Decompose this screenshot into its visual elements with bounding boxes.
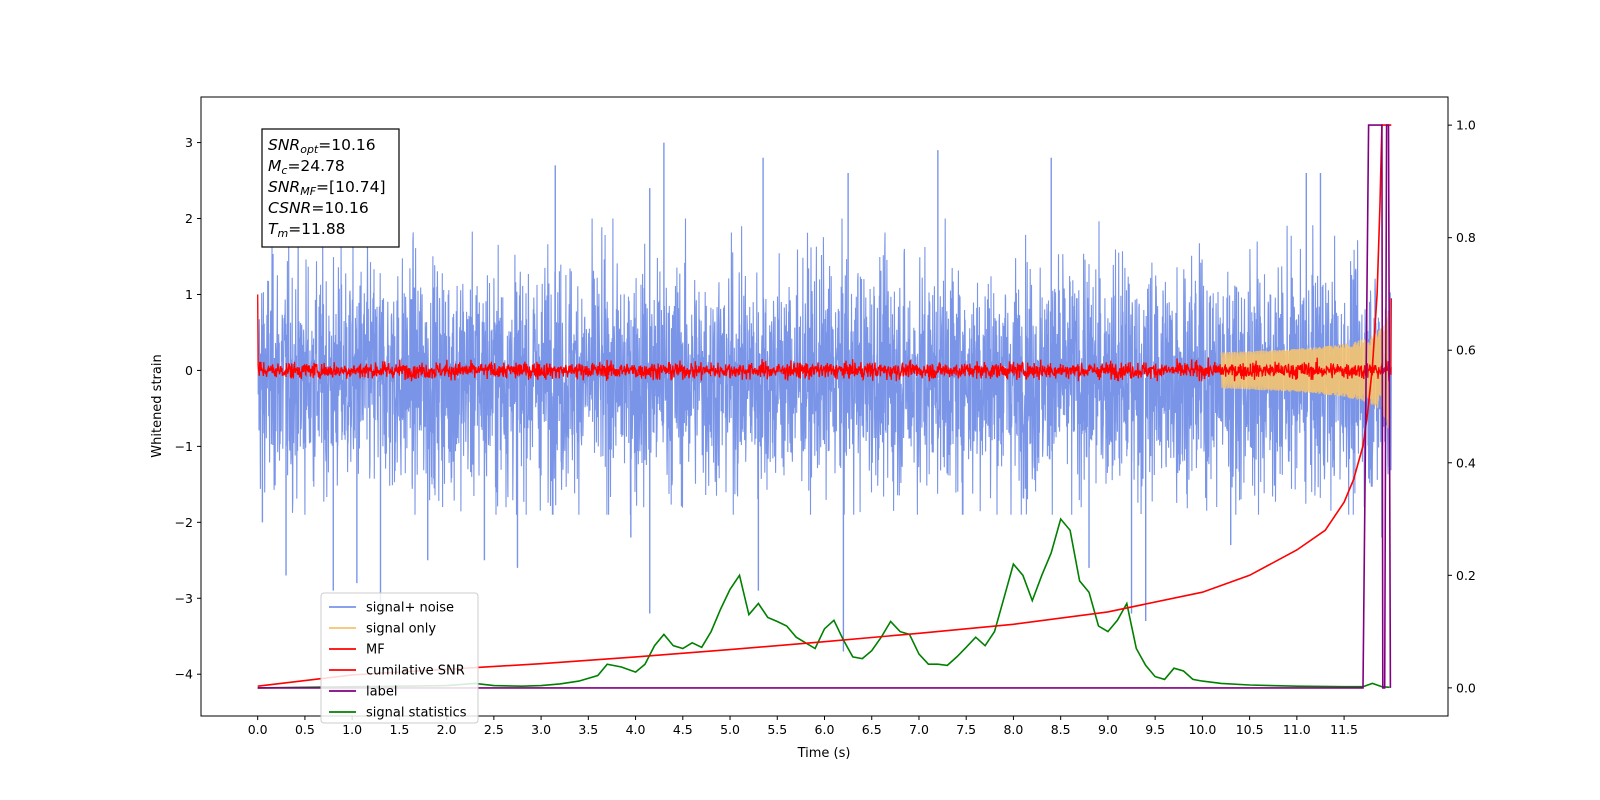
x-tick-label: 11.5 xyxy=(1330,722,1358,737)
x-tick-label: 6.0 xyxy=(815,722,835,737)
y-axis-left: 3 2 1 0 −1 −2 −3 −4 xyxy=(175,135,201,682)
x-tick-label: 2.0 xyxy=(437,722,457,737)
x-tick-label: 0.0 xyxy=(248,722,268,737)
x-tick-label: 4.0 xyxy=(626,722,646,737)
x-tick-label: 9.5 xyxy=(1145,722,1165,737)
y-tick-label: −1 xyxy=(175,439,193,454)
x-tick-label: 10.0 xyxy=(1188,722,1216,737)
x-tick-label: 6.5 xyxy=(862,722,882,737)
legend-label: signal statistics xyxy=(366,706,467,721)
x-tick-label: 11.0 xyxy=(1283,722,1311,737)
y-tick-label: −2 xyxy=(175,515,193,530)
legend-frame xyxy=(320,592,479,724)
x-tick-label: 9.0 xyxy=(1098,722,1118,737)
x-tick-label: 4.5 xyxy=(673,722,693,737)
legend-item-mf: MF xyxy=(329,643,385,658)
y2-tick-label: 0.4 xyxy=(1456,455,1476,470)
info-line: Tm=11.88 xyxy=(268,220,346,240)
info-line: SNRopt=10.16 xyxy=(268,136,376,156)
info-line: CSNR=10.16 xyxy=(268,199,369,217)
x-tick-label: 7.5 xyxy=(956,722,976,737)
y-tick-label: 1 xyxy=(185,287,193,302)
y2-tick-label: 0.6 xyxy=(1456,343,1476,358)
series-mf xyxy=(257,294,1392,382)
x-tick-label: 8.5 xyxy=(1051,722,1071,737)
y-tick-label: 3 xyxy=(185,135,193,150)
y-tick-label: −3 xyxy=(175,591,193,606)
info-line: SNRMF=[10.74] xyxy=(268,178,386,198)
y-axis-right: 1.0 0.8 0.6 0.4 0.2 0.0 xyxy=(1448,118,1476,695)
y2-tick-label: 0.8 xyxy=(1456,230,1476,245)
x-axis: 0.0 0.5 1.0 1.5 2.0 2.5 3.0 3.5 4.0 4.5 5.0 5.5 6.0 6… xyxy=(248,716,1358,737)
legend-item-signal-statistics: signal statistics xyxy=(329,706,467,721)
legend-label: label xyxy=(366,685,397,700)
info-box: SNRopt=10.16Mc=24.78SNRMF=[10.74]CSNR=10… xyxy=(261,128,400,248)
series-label xyxy=(257,124,1392,689)
legend-label: cumilative SNR xyxy=(366,664,465,679)
x-tick-label: 3.0 xyxy=(531,722,551,737)
y-tick-label: −4 xyxy=(175,667,193,682)
y-tick-label: 2 xyxy=(185,211,193,226)
series-signal-statistics xyxy=(257,517,1390,689)
legend-item-label: label xyxy=(329,685,397,700)
legend-item-signal-only: signal only xyxy=(329,622,436,637)
x-tick-label: 3.5 xyxy=(578,722,598,737)
x-tick-label: 5.5 xyxy=(767,722,787,737)
series-cumilative-snr xyxy=(257,124,1392,687)
info-line: Mc=24.78 xyxy=(268,157,345,177)
y2-tick-label: 1.0 xyxy=(1456,118,1476,133)
legend-label: signal+ noise xyxy=(366,601,454,616)
y2-tick-label: 0.2 xyxy=(1456,568,1476,583)
y-tick-label: 0 xyxy=(185,363,193,378)
x-tick-label: 7.0 xyxy=(909,722,929,737)
legend-item-cumilative-snr: cumilative SNR xyxy=(329,664,465,679)
x-tick-label: 0.5 xyxy=(295,722,315,737)
legend-label: MF xyxy=(366,643,385,658)
x-tick-label: 5.0 xyxy=(720,722,740,737)
x-tick-label: 1.5 xyxy=(389,722,409,737)
info-box-frame xyxy=(261,128,400,248)
x-tick-label: 8.0 xyxy=(1003,722,1023,737)
plot-series xyxy=(257,124,1392,689)
series-signal-only xyxy=(1220,305,1390,429)
y2-tick-label: 0.0 xyxy=(1456,680,1476,695)
legend: signal+ noise signal only MF cumilative SNR… xyxy=(320,592,479,724)
x-tick-label: 1.0 xyxy=(342,722,362,737)
legend-item-signal-noise: signal+ noise xyxy=(329,601,454,616)
x-tick-label: 2.5 xyxy=(484,722,504,737)
y-axis-label: Whitened strain xyxy=(150,354,165,457)
legend-label: signal only xyxy=(366,622,436,637)
signal-noise-spikes xyxy=(261,142,1383,652)
x-axis-label: Time (s) xyxy=(797,746,851,761)
x-tick-label: 10.5 xyxy=(1236,722,1264,737)
